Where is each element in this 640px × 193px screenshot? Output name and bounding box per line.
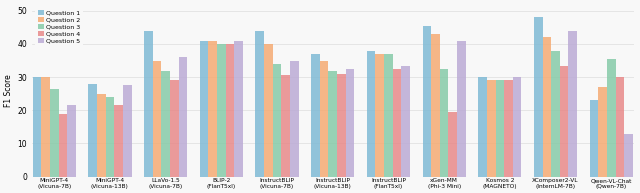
Bar — [337, 74, 346, 177]
Bar — [33, 77, 42, 177]
Bar — [504, 80, 513, 177]
Bar — [144, 31, 153, 177]
Bar — [568, 31, 577, 177]
Bar — [449, 112, 457, 177]
Bar — [551, 51, 560, 177]
Bar — [440, 69, 449, 177]
Bar — [478, 77, 487, 177]
Bar — [393, 69, 401, 177]
Bar — [209, 41, 217, 177]
Bar — [367, 51, 376, 177]
Bar — [513, 77, 522, 177]
Bar — [346, 69, 355, 177]
Bar — [487, 80, 495, 177]
Bar — [422, 26, 431, 177]
Bar — [431, 34, 440, 177]
Bar — [598, 87, 607, 177]
Bar — [153, 61, 161, 177]
Bar — [273, 64, 282, 177]
Bar — [495, 80, 504, 177]
Bar — [282, 75, 290, 177]
Bar — [320, 61, 328, 177]
Bar — [67, 105, 76, 177]
Bar — [161, 70, 170, 177]
Bar — [616, 77, 624, 177]
Bar — [200, 41, 209, 177]
Bar — [384, 54, 393, 177]
Bar — [115, 105, 123, 177]
Bar — [217, 44, 226, 177]
Bar — [607, 59, 616, 177]
Bar — [624, 134, 633, 177]
Bar — [123, 85, 131, 177]
Bar — [42, 77, 50, 177]
Bar — [234, 41, 243, 177]
Bar — [328, 70, 337, 177]
Bar — [50, 89, 58, 177]
Bar — [560, 66, 568, 177]
Bar — [543, 37, 551, 177]
Bar — [97, 94, 106, 177]
Bar — [589, 100, 598, 177]
Bar — [170, 80, 179, 177]
Bar — [311, 54, 320, 177]
Bar — [534, 17, 543, 177]
Bar — [290, 61, 299, 177]
Y-axis label: F1 Score: F1 Score — [4, 74, 13, 107]
Bar — [106, 97, 115, 177]
Bar — [401, 66, 410, 177]
Bar — [226, 44, 234, 177]
Legend: Question 1, Question 2, Question 3, Question 4, Question 5: Question 1, Question 2, Question 3, Ques… — [35, 7, 83, 46]
Bar — [264, 44, 273, 177]
Bar — [179, 57, 188, 177]
Bar — [88, 84, 97, 177]
Bar — [58, 114, 67, 177]
Bar — [255, 31, 264, 177]
Bar — [457, 41, 466, 177]
Bar — [376, 54, 384, 177]
